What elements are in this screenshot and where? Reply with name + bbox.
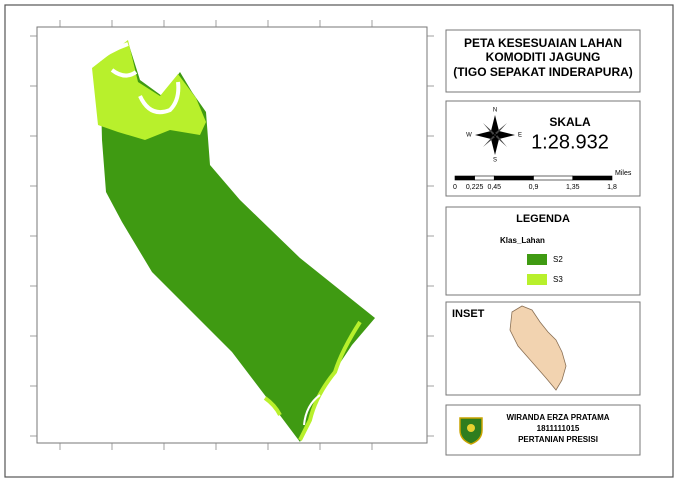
scale-bar: 0 0,225 0,45 0,9 1,35 1,8 <box>453 175 617 191</box>
scale-segment <box>474 175 495 181</box>
class-s3-area <box>92 40 206 140</box>
legend-label: S2 <box>553 255 563 264</box>
class-s2-area <box>100 42 375 442</box>
river <box>90 42 181 115</box>
inset-heading: INSET <box>452 308 485 320</box>
scale-tick-label: 0,225 <box>466 184 484 191</box>
legend-swatch <box>527 274 547 285</box>
title-line: (TIGO SEPAKAT INDERAPURA) <box>453 65 633 79</box>
map-area <box>90 40 375 442</box>
scale-unit: Miles <box>615 170 632 177</box>
author-program: PERTANIAN PRESISI <box>518 435 598 444</box>
class-s3-strip <box>263 396 282 416</box>
legend-label: S3 <box>553 275 563 284</box>
scale-tick-label: 0,45 <box>487 184 501 191</box>
scale-segment <box>572 175 613 181</box>
scale-segment <box>533 175 574 181</box>
legend-swatch <box>527 254 547 265</box>
compass: N E S W <box>466 108 522 164</box>
legend-items: S2 S3 <box>527 254 563 285</box>
graticule-ticks <box>30 20 434 450</box>
compass-w: W <box>466 133 472 139</box>
scale-segment <box>493 175 534 181</box>
author-id: 1811111015 <box>537 424 580 433</box>
scale-tick-label: 1,8 <box>607 184 617 191</box>
scale-tick-label: 0 <box>453 184 457 191</box>
scale-heading: SKALA <box>549 115 591 129</box>
scale-segment <box>454 175 475 181</box>
river <box>303 394 321 426</box>
compass-n: N <box>493 108 497 114</box>
title-line: KOMODITI JAGUNG <box>486 50 601 64</box>
inset-region <box>509 305 567 391</box>
logo <box>459 417 483 445</box>
compass-e: E <box>518 133 522 139</box>
scale-ratio: 1:28.932 <box>531 131 609 153</box>
scale-tick-label: 0,9 <box>529 184 539 191</box>
title-line: PETA KESESUAIAN LAHAN <box>464 36 622 50</box>
legend-heading: LEGENDA <box>516 213 570 225</box>
legend-field: Klas_Lahan <box>500 236 545 245</box>
author-name: WIRANDA ERZA PRATAMA <box>506 413 609 422</box>
scale-tick-label: 1,35 <box>566 184 580 191</box>
title-box <box>445 29 641 93</box>
compass-s: S <box>493 158 497 164</box>
